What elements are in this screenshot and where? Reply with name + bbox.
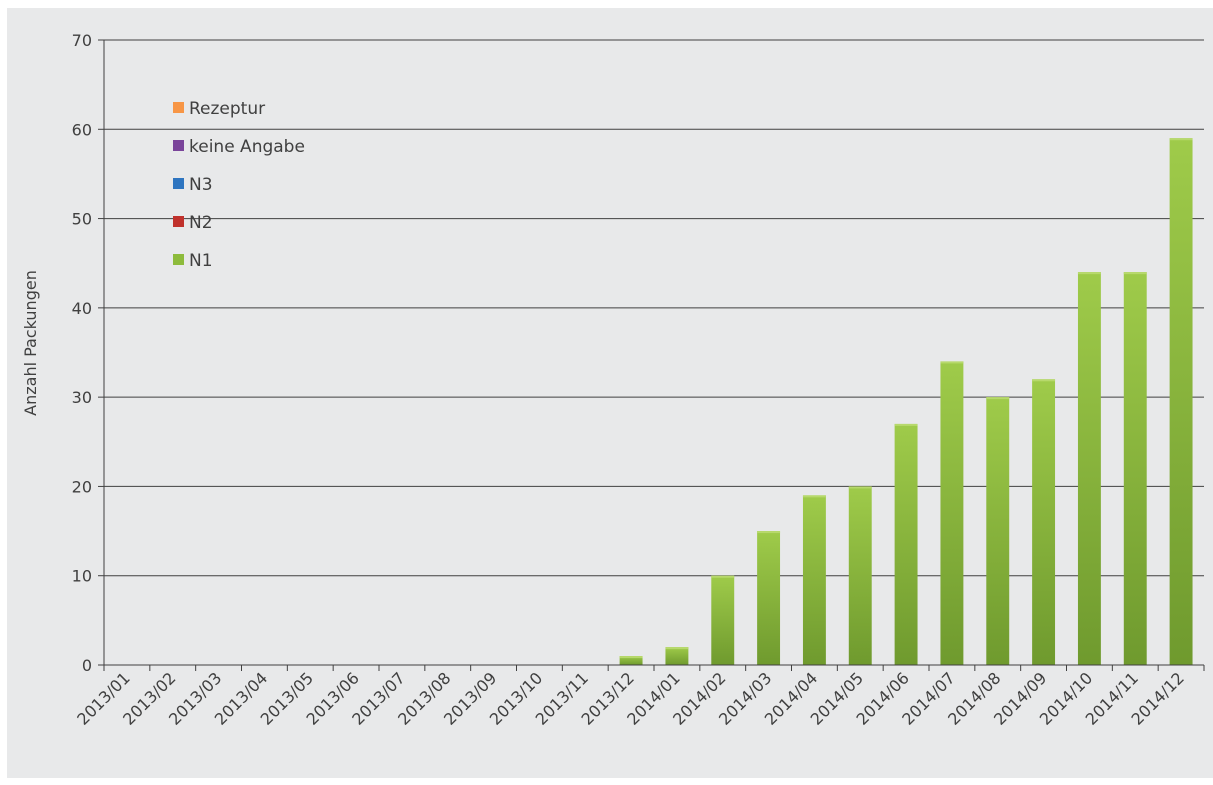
legend: Rezeptur keine Angabe N3 N2 N1: [173, 99, 305, 271]
y-tick-label: 50: [72, 210, 92, 229]
bar-top-highlight: [665, 647, 689, 650]
bar-n1: [665, 647, 689, 665]
legend-label: N1: [189, 251, 213, 271]
bar-top-highlight: [1077, 272, 1101, 275]
bar-top-highlight: [848, 486, 872, 489]
y-tick-label: 20: [72, 477, 92, 496]
bar-top-highlight: [940, 361, 964, 364]
bar-n1: [986, 397, 1010, 665]
legend-swatch: [173, 140, 184, 151]
legend-swatch: [173, 216, 184, 227]
y-tick-label: 70: [72, 31, 92, 50]
bar-n1: [1123, 272, 1147, 665]
bar-top-highlight: [894, 423, 918, 426]
bar-top-highlight: [757, 531, 781, 534]
bar-chart: 0102030405060702013/012013/022013/032013…: [21, 31, 1205, 729]
y-axis-title: Anzahl Packungen: [21, 270, 40, 416]
bar-n1: [1169, 138, 1193, 665]
legend-label: Rezeptur: [189, 99, 265, 119]
legend-swatch: [173, 102, 184, 113]
bar-top-highlight: [1032, 379, 1056, 382]
bar-top-highlight: [711, 575, 735, 578]
bar-n1: [848, 486, 872, 665]
bar-n1: [619, 656, 643, 665]
legend-label: keine Angabe: [189, 137, 305, 157]
bar-n1: [711, 575, 735, 665]
bar-top-highlight: [1169, 138, 1193, 141]
legend-label: N2: [189, 213, 213, 233]
legend-label: N3: [189, 175, 213, 195]
bar-n1: [894, 423, 918, 665]
bar-top-highlight: [802, 495, 826, 498]
legend-swatch: [173, 178, 184, 189]
legend-swatch: [173, 254, 184, 265]
y-tick-label: 30: [72, 388, 92, 407]
chart-panel: 0 10 20 30 40 50 60 70 2013/01 2013/02 2013/03 2013…: [7, 8, 1213, 778]
y-tick-label: 0: [82, 656, 92, 675]
bar-n1: [1077, 272, 1101, 665]
y-tick-label: 10: [72, 567, 92, 586]
y-tick-label: 60: [72, 120, 92, 139]
bar-top-highlight: [1123, 272, 1147, 275]
bar-n1: [1032, 379, 1056, 665]
grid-lines: [104, 39, 1204, 666]
bar-top-highlight: [619, 656, 643, 659]
bar-n1: [802, 495, 826, 665]
bars: [619, 138, 1193, 665]
bar-n1: [757, 531, 781, 665]
bar-top-highlight: [986, 397, 1010, 400]
y-tick-label: 40: [72, 299, 92, 318]
bar-n1: [940, 361, 964, 665]
